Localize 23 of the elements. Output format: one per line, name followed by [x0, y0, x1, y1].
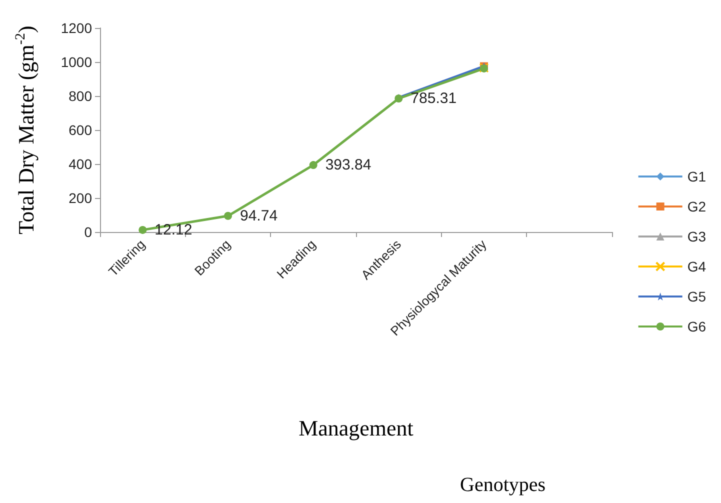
- y-tick-label: 400: [68, 156, 92, 172]
- legend-label: G1: [687, 168, 706, 184]
- y-tick-label: 200: [68, 190, 92, 206]
- y-axis-title: Total Dry Matter (gm-2): [14, 26, 38, 234]
- y-tick-label: 1200: [60, 20, 92, 36]
- y-tick-label: 800: [68, 88, 92, 104]
- data-label: 785.31: [410, 90, 457, 107]
- point: [309, 161, 318, 170]
- data-label: 94.74: [240, 207, 278, 224]
- legend-label: G5: [687, 288, 706, 304]
- legend-label: G6: [687, 318, 706, 334]
- legend-label: G3: [687, 228, 706, 244]
- point: [224, 212, 232, 220]
- legend-label: G4: [687, 258, 706, 274]
- data-label: 12.12: [154, 221, 192, 238]
- x-axis-title: Management: [298, 416, 414, 440]
- point: [138, 226, 147, 234]
- y-tick-label: 1000: [60, 54, 92, 70]
- legend-label: G2: [687, 198, 706, 214]
- text: Genotypes: [460, 474, 546, 496]
- data-label: 393.84: [325, 156, 372, 174]
- y-tick-label: 0: [84, 224, 92, 240]
- y-tick-label: 600: [68, 122, 92, 138]
